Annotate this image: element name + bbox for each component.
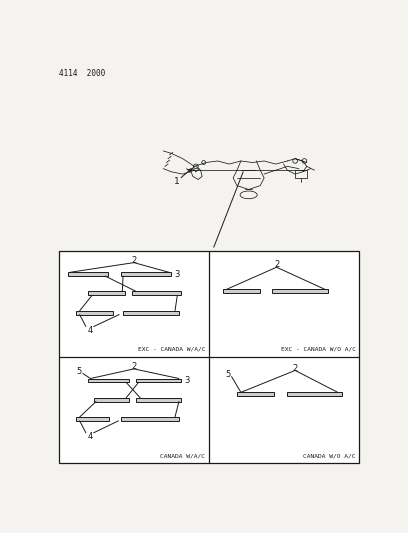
Text: 2: 2 [293, 364, 298, 373]
Text: CANADA W/O A/C: CANADA W/O A/C [303, 454, 356, 459]
Bar [59, 251, 359, 463]
Bar [223, 289, 260, 293]
Text: 2: 2 [274, 261, 279, 269]
Text: 3: 3 [185, 376, 190, 385]
Text: 4: 4 [87, 432, 92, 441]
Text: CANADA W/A/C: CANADA W/A/C [160, 454, 205, 459]
Bar [76, 311, 113, 314]
Bar [237, 392, 274, 396]
Text: 1: 1 [175, 177, 180, 186]
Bar [136, 398, 181, 401]
Text: EXC - CANADA W/O A/C: EXC - CANADA W/O A/C [281, 346, 356, 351]
Text: 5: 5 [76, 367, 82, 376]
Text: 4114  2000: 4114 2000 [59, 69, 105, 78]
Bar [132, 292, 181, 295]
Bar [76, 417, 109, 421]
Text: 3: 3 [175, 270, 180, 279]
Bar [295, 170, 307, 178]
Bar [123, 311, 179, 314]
Bar [68, 272, 108, 276]
Bar [88, 378, 129, 382]
Text: 2: 2 [131, 256, 137, 265]
Bar [272, 289, 328, 293]
Bar [136, 378, 181, 382]
Bar [121, 272, 171, 276]
Bar [93, 398, 129, 401]
Text: 5: 5 [225, 370, 231, 379]
Text: 2: 2 [131, 362, 137, 371]
Bar [121, 417, 179, 421]
Text: 4: 4 [87, 326, 92, 335]
Text: EXC - CANADA W/A/C: EXC - CANADA W/A/C [138, 346, 205, 351]
Bar [88, 292, 124, 295]
Bar [287, 392, 341, 396]
